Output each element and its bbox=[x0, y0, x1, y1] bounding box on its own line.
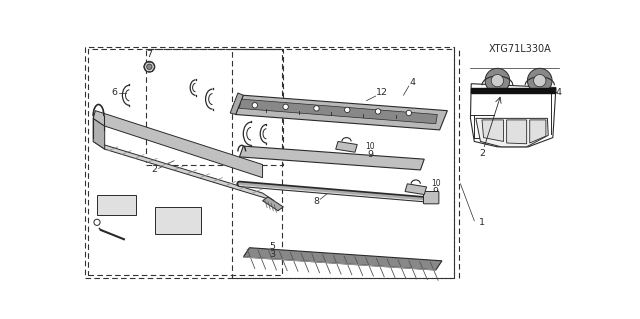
Polygon shape bbox=[93, 141, 274, 201]
Circle shape bbox=[147, 64, 152, 70]
Text: 9: 9 bbox=[367, 150, 373, 159]
Circle shape bbox=[144, 61, 155, 72]
FancyBboxPatch shape bbox=[97, 195, 136, 215]
Circle shape bbox=[314, 106, 319, 111]
Polygon shape bbox=[405, 184, 427, 195]
Polygon shape bbox=[470, 84, 556, 147]
Polygon shape bbox=[93, 118, 105, 149]
Text: 6: 6 bbox=[111, 88, 117, 97]
Polygon shape bbox=[239, 146, 424, 170]
Text: 4: 4 bbox=[556, 88, 562, 97]
Circle shape bbox=[406, 110, 412, 116]
Circle shape bbox=[94, 219, 100, 226]
Circle shape bbox=[375, 109, 381, 114]
Circle shape bbox=[344, 107, 350, 113]
Circle shape bbox=[252, 103, 257, 108]
Text: 10: 10 bbox=[431, 179, 440, 188]
Text: 3: 3 bbox=[269, 250, 276, 259]
Text: 11: 11 bbox=[189, 222, 202, 231]
Polygon shape bbox=[236, 95, 447, 130]
Polygon shape bbox=[507, 120, 527, 144]
Circle shape bbox=[492, 74, 504, 87]
Text: 10: 10 bbox=[365, 142, 375, 151]
FancyBboxPatch shape bbox=[155, 207, 201, 234]
Polygon shape bbox=[93, 111, 262, 178]
FancyBboxPatch shape bbox=[424, 191, 439, 204]
Polygon shape bbox=[336, 141, 357, 152]
Circle shape bbox=[534, 74, 546, 87]
Circle shape bbox=[283, 104, 289, 109]
Text: 9: 9 bbox=[433, 187, 439, 196]
Polygon shape bbox=[471, 87, 555, 93]
Text: 7: 7 bbox=[147, 50, 152, 59]
Polygon shape bbox=[230, 93, 243, 115]
Polygon shape bbox=[243, 248, 442, 270]
Polygon shape bbox=[262, 197, 284, 211]
Polygon shape bbox=[239, 99, 437, 124]
Circle shape bbox=[527, 68, 552, 93]
Polygon shape bbox=[482, 120, 504, 141]
Polygon shape bbox=[476, 118, 548, 147]
Text: 5: 5 bbox=[269, 242, 276, 251]
Text: XTG71L330A: XTG71L330A bbox=[489, 44, 552, 54]
Text: 4: 4 bbox=[410, 78, 416, 87]
Text: 1: 1 bbox=[479, 218, 485, 227]
Text: 2: 2 bbox=[152, 166, 157, 174]
Text: 2: 2 bbox=[479, 149, 485, 158]
Circle shape bbox=[485, 68, 509, 93]
Polygon shape bbox=[530, 120, 546, 143]
Text: 12: 12 bbox=[376, 88, 388, 97]
Text: 8: 8 bbox=[314, 197, 319, 206]
